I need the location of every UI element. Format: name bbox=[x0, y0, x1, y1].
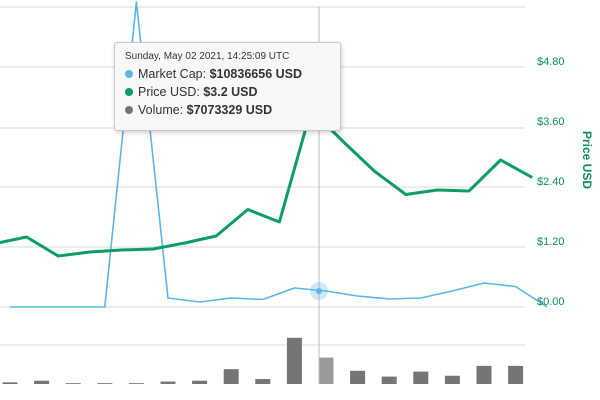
volume-bar bbox=[255, 379, 271, 384]
volume-bar bbox=[2, 382, 18, 384]
market-cap-dot-icon bbox=[125, 70, 133, 78]
volume-bar bbox=[413, 371, 429, 384]
volume-bar bbox=[381, 376, 397, 384]
y-tick-label: $3.60 bbox=[537, 116, 565, 128]
volume-bar bbox=[160, 381, 176, 384]
price-dot-icon bbox=[125, 88, 133, 96]
tooltip-row-market-cap: Market Cap: $10836656 USD bbox=[125, 65, 330, 83]
volume-bar bbox=[223, 369, 239, 384]
tooltip-label: Price USD: bbox=[138, 85, 200, 99]
market-cap-hover-point bbox=[316, 288, 322, 294]
tooltip-value: $7073329 USD bbox=[186, 103, 273, 117]
tooltip-row-volume: Volume: $7073329 USD bbox=[125, 101, 330, 119]
volume-bar bbox=[192, 380, 208, 384]
volume-bar bbox=[97, 383, 113, 384]
chart-tooltip: Sunday, May 02 2021, 14:25:09 UTC Market… bbox=[114, 42, 341, 131]
volume-bar bbox=[318, 357, 334, 384]
volume-bars bbox=[2, 337, 524, 384]
volume-bar bbox=[476, 365, 492, 384]
series-lines bbox=[0, 1, 548, 308]
y-axis-ticks: $0.00 $1.20 $2.40 $3.60 $4.80 bbox=[537, 56, 565, 308]
volume-bar bbox=[128, 383, 144, 384]
y-tick-label: $4.80 bbox=[537, 56, 565, 68]
market-cap-line bbox=[10, 1, 548, 308]
tooltip-date: Sunday, May 02 2021, 14:25:09 UTC bbox=[125, 51, 290, 62]
y-tick-label: $2.40 bbox=[537, 176, 565, 188]
y-axis-title: Price USD bbox=[580, 131, 594, 189]
volume-bar bbox=[350, 370, 366, 384]
y-tick-label: $1.20 bbox=[537, 236, 565, 248]
volume-bar bbox=[286, 337, 302, 384]
tooltip-label: Market Cap: bbox=[138, 67, 207, 81]
price-line bbox=[0, 108, 533, 258]
tooltip-row-price: Price USD: $3.2 USD bbox=[125, 83, 330, 101]
tooltip-value: $3.2 USD bbox=[203, 85, 258, 99]
volume-bar bbox=[444, 375, 460, 384]
tooltip-label: Volume: bbox=[138, 103, 184, 117]
volume-bar bbox=[34, 380, 50, 384]
tooltip-value: $10836656 USD bbox=[209, 67, 303, 81]
volume-dot-icon bbox=[125, 106, 133, 114]
y-tick-label: $0.00 bbox=[537, 296, 565, 308]
volume-bar bbox=[65, 383, 81, 384]
volume-bar bbox=[508, 365, 524, 384]
